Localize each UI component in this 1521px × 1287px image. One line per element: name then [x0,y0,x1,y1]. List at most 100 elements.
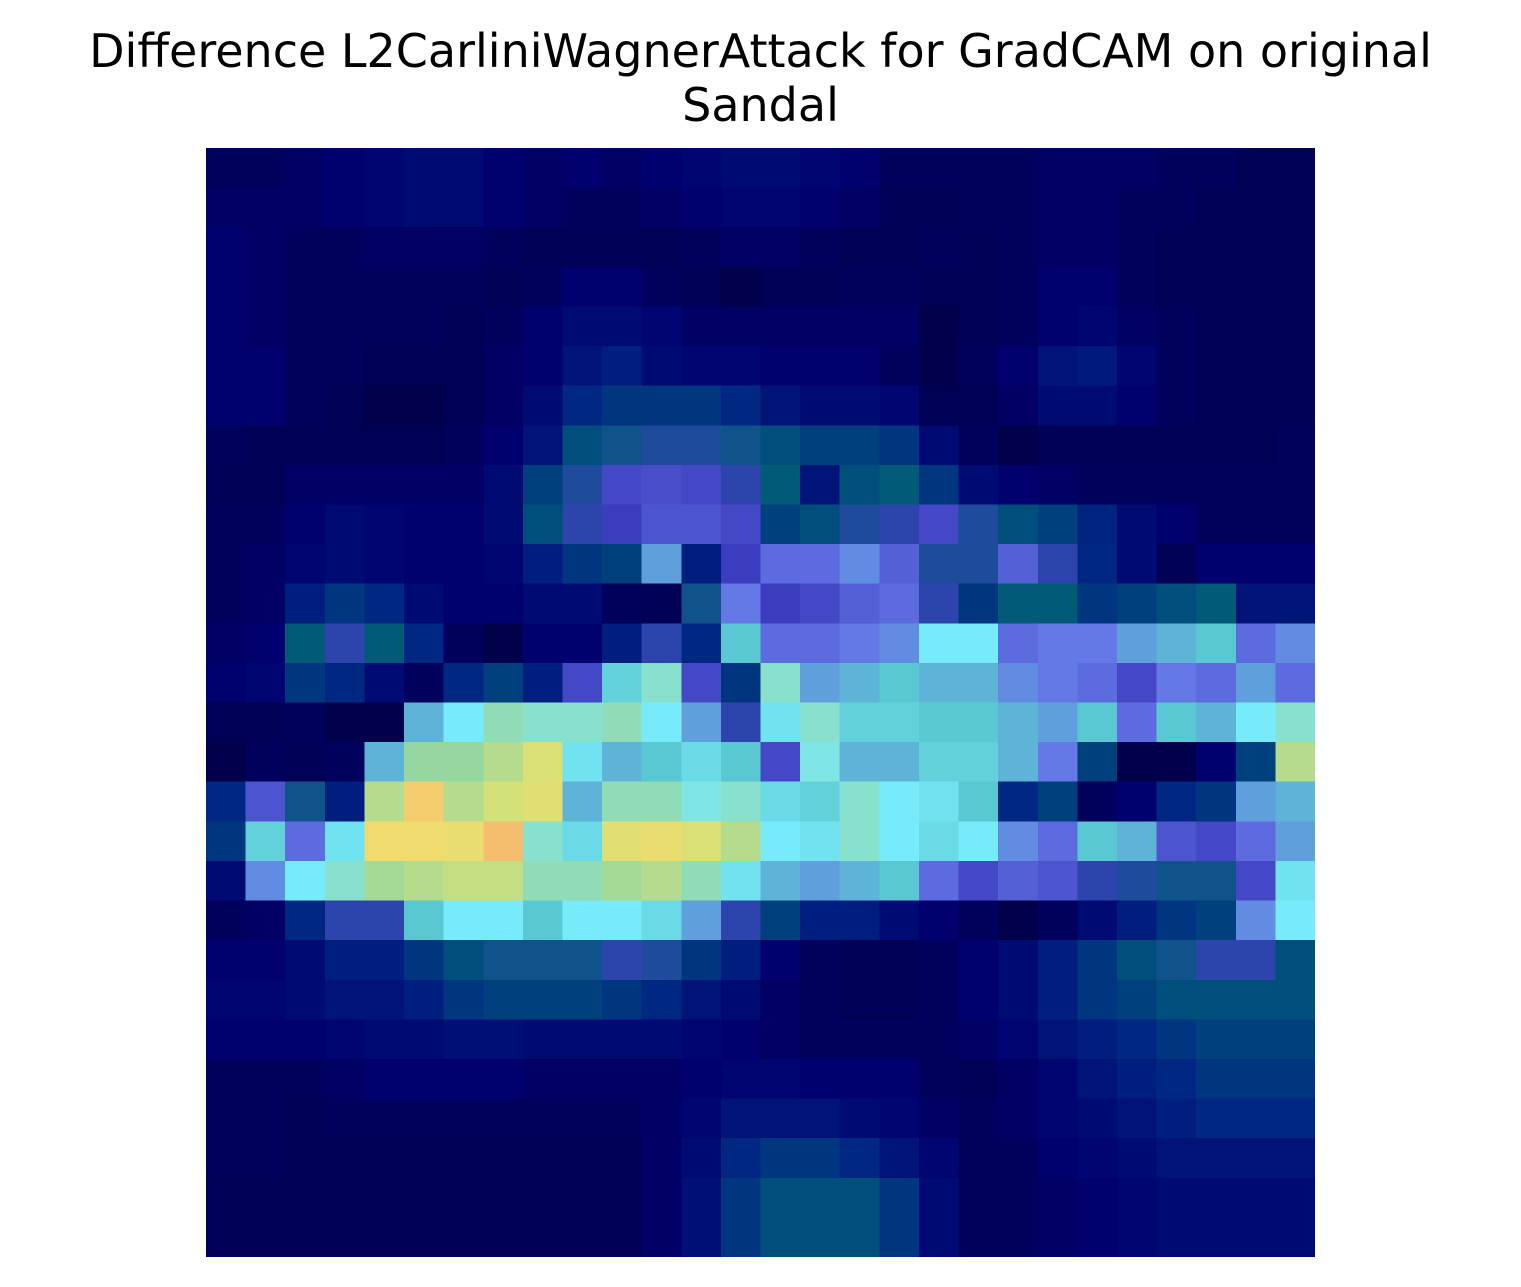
heatmap-cell-r19-c19 [958,900,999,941]
heatmap-cell-r8-c26 [1235,464,1276,506]
heatmap-cell-r24-c8 [522,1098,564,1139]
heatmap-cell-r16-c2 [285,781,326,822]
heatmap-cell-r22-c13 [720,1019,762,1060]
heatmap-cell-r27-c15 [800,1217,841,1257]
heatmap-cell-r20-c7 [483,940,524,981]
heatmap-cell-r5-c19 [958,346,999,387]
heatmap-cell-r23-c18 [918,1058,960,1100]
heatmap-cell-r7-c24 [1156,425,1197,466]
heatmap-cell-r5-c10 [602,346,643,387]
heatmap-cell-r13-c24 [1156,662,1197,704]
heatmap-cell-r8-c13 [720,464,762,506]
heatmap-cell-r23-c15 [800,1058,841,1100]
heatmap-cell-r16-c26 [1235,781,1276,822]
heatmap-cell-r14-c25 [1196,702,1237,743]
heatmap-cell-r5-c26 [1235,346,1276,387]
heatmap-cell-r13-c3 [324,662,366,704]
heatmap-cell-r8-c4 [364,464,405,506]
heatmap-cell-r5-c1 [245,346,286,387]
heatmap-cell-r14-c8 [522,702,564,743]
heatmap-cell-r14-c16 [839,702,880,743]
heatmap-cell-r15-c24 [1156,742,1197,783]
heatmap-cell-r12-c12 [681,623,722,664]
heatmap-cell-r27-c9 [562,1217,603,1257]
heatmap-cell-r8-c27 [1275,464,1315,506]
heatmap-cell-r18-c8 [522,860,564,902]
heatmap-cell-r21-c16 [839,979,880,1020]
heatmap-cell-r15-c26 [1235,742,1276,783]
heatmap-cell-r19-c12 [681,900,722,941]
heatmap-cell-r14-c27 [1275,702,1315,743]
heatmap-cell-r14-c2 [285,702,326,743]
heatmap-cell-r4-c11 [641,306,682,347]
heatmap-cell-r1-c18 [918,187,960,228]
heatmap-cell-r13-c25 [1196,662,1237,704]
heatmap-cell-r9-c4 [364,504,405,545]
heatmap-cell-r3-c10 [602,266,643,308]
heatmap-cell-r0-c13 [720,148,762,189]
heatmap-cell-r26-c16 [839,1177,880,1218]
heatmap-cell-r15-c12 [681,742,722,783]
heatmap-cell-r5-c9 [562,346,603,387]
heatmap-cell-r27-c18 [918,1217,960,1257]
heatmap-cell-r4-c22 [1077,306,1118,347]
heatmap-cell-r27-c1 [245,1217,286,1257]
heatmap-cell-r27-c6 [443,1217,484,1257]
heatmap-cell-r24-c22 [1077,1098,1118,1139]
heatmap-cell-r1-c0 [206,187,247,228]
heatmap-cell-r9-c10 [602,504,643,545]
heatmap-cell-r19-c22 [1077,900,1118,941]
heatmap-cell-r16-c10 [602,781,643,822]
heatmap-cell-r9-c21 [1037,504,1078,545]
heatmap-cell-r22-c16 [839,1019,880,1060]
heatmap-cell-r27-c20 [998,1217,1039,1257]
heatmap-cell-r5-c23 [1116,346,1158,387]
heatmap-cell-r2-c5 [404,227,445,268]
heatmap-cell-r7-c16 [839,425,880,466]
heatmap-cell-r5-c15 [800,346,841,387]
heatmap-cell-r0-c1 [245,148,286,189]
heatmap-cell-r8-c20 [998,464,1039,506]
heatmap-cell-r11-c24 [1156,583,1197,624]
heatmap-cell-r24-c4 [364,1098,405,1139]
heatmap-cell-r24-c16 [839,1098,880,1139]
heatmap-cell-r25-c19 [958,1138,999,1179]
heatmap-cell-r11-c7 [483,583,524,624]
heatmap-cell-r25-c26 [1235,1138,1276,1179]
heatmap-cell-r21-c5 [404,979,445,1020]
heatmap-cell-r26-c5 [404,1177,445,1218]
heatmap-cell-r14-c18 [918,702,960,743]
heatmap-cell-r12-c7 [483,623,524,664]
heatmap-cell-r3-c7 [483,266,524,308]
heatmap-cell-r16-c11 [641,781,682,822]
heatmap-cell-r20-c19 [958,940,999,981]
heatmap-cell-r15-c1 [245,742,286,783]
heatmap-cell-r10-c20 [998,544,1039,585]
heatmap-cell-r9-c17 [879,504,920,545]
heatmap-cell-r16-c16 [839,781,880,822]
heatmap-cell-r13-c19 [958,662,999,704]
heatmap-cell-r14-c11 [641,702,682,743]
heatmap-cell-r4-c23 [1116,306,1158,347]
heatmap-cell-r19-c2 [285,900,326,941]
heatmap-cell-r8-c11 [641,464,682,506]
heatmap-cell-r16-c14 [760,781,801,822]
heatmap-cell-r22-c25 [1196,1019,1237,1060]
heatmap-cell-r9-c22 [1077,504,1118,545]
heatmap-cell-r25-c13 [720,1138,762,1179]
heatmap-cell-r0-c11 [641,148,682,189]
heatmap-cell-r16-c4 [364,781,405,822]
heatmap-cell-r18-c17 [879,860,920,902]
heatmap-cell-r19-c16 [839,900,880,941]
heatmap-cell-r26-c26 [1235,1177,1276,1218]
heatmap-cell-r23-c3 [324,1058,366,1100]
heatmap-cell-r3-c26 [1235,266,1276,308]
heatmap-cell-r22-c2 [285,1019,326,1060]
heatmap-cell-r7-c10 [602,425,643,466]
heatmap-cell-r3-c23 [1116,266,1158,308]
heatmap-cell-r24-c25 [1196,1098,1237,1139]
heatmap-cell-r3-c13 [720,266,762,308]
heatmap-cell-r27-c7 [483,1217,524,1257]
heatmap-cell-r7-c7 [483,425,524,466]
